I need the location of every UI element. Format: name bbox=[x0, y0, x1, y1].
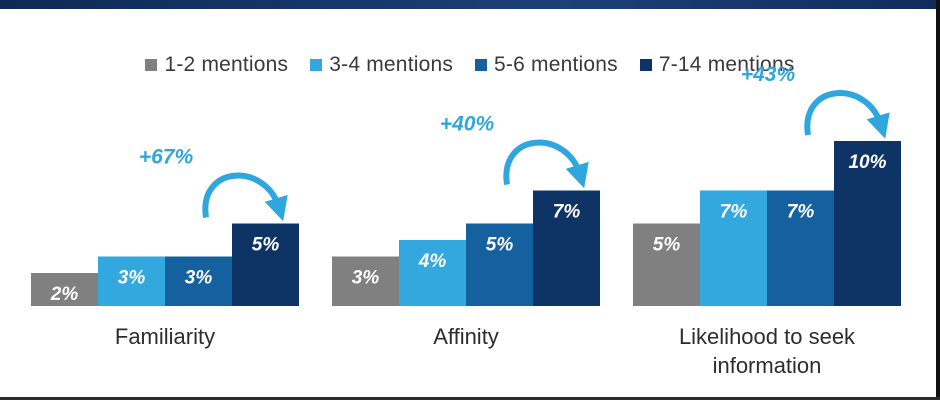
category-label: information bbox=[713, 353, 822, 378]
bar-value-label: 10% bbox=[848, 152, 886, 173]
top-banner-bar bbox=[0, 0, 940, 9]
bar-3-3 bbox=[767, 190, 834, 306]
bar-value-label: 3% bbox=[118, 268, 146, 289]
bar-value-label: 7% bbox=[787, 202, 815, 223]
bar-3-1 bbox=[633, 223, 700, 306]
legend-label: 1-2 mentions bbox=[164, 53, 289, 76]
increase-arrow bbox=[503, 139, 589, 189]
window-edge-bottom bbox=[0, 397, 940, 400]
bar-value-label: 2% bbox=[50, 284, 79, 305]
category-label: Likelihood to seek bbox=[679, 324, 856, 349]
legend-swatch bbox=[310, 59, 323, 71]
legend-label: 3-4 mentions bbox=[329, 53, 454, 76]
legend-item-2: 3-4 mentions bbox=[310, 53, 453, 77]
bar-value-label: 5% bbox=[653, 235, 681, 256]
increase-annotation: +40% bbox=[440, 113, 495, 136]
legend-label: 7-14 mentions bbox=[658, 53, 795, 76]
window-edge-right bbox=[936, 0, 940, 400]
bar-value-label: 4% bbox=[418, 251, 447, 272]
bar-3-2 bbox=[700, 190, 767, 306]
bar-value-label: 3% bbox=[185, 268, 213, 289]
increase-annotation: +67% bbox=[139, 146, 194, 169]
increase-arrow bbox=[804, 90, 890, 139]
increase-annotation: +43% bbox=[741, 63, 796, 86]
bar-3-4 bbox=[834, 141, 901, 306]
bar-1-4 bbox=[232, 223, 299, 306]
bar-value-label: 7% bbox=[720, 202, 748, 223]
bar-1-1 bbox=[31, 273, 98, 306]
legend-item-3: 5-6 mentions bbox=[475, 53, 618, 77]
bar-1-3 bbox=[165, 256, 232, 306]
bar-2-4 bbox=[533, 190, 600, 306]
bar-2-2 bbox=[399, 240, 466, 306]
increase-arrow bbox=[202, 172, 288, 222]
legend-swatch bbox=[475, 59, 488, 71]
chart-legend: 1-2 mentions 3-4 mentions 5-6 mentions 7-14… bbox=[0, 50, 940, 80]
legend-swatch bbox=[145, 59, 158, 71]
bar-2-1 bbox=[332, 256, 399, 306]
bar-value-label: 5% bbox=[486, 235, 514, 256]
bar-1-2 bbox=[98, 256, 165, 306]
category-label: Familiarity bbox=[115, 324, 215, 349]
legend-label: 5-6 mentions bbox=[494, 53, 618, 76]
bar-value-label: 5% bbox=[252, 235, 280, 256]
bar-value-label: 7% bbox=[553, 202, 581, 223]
bar-2-3 bbox=[466, 223, 533, 306]
legend-swatch bbox=[639, 59, 652, 71]
legend-item-1: 1-2 mentions bbox=[145, 53, 288, 77]
bar-value-label: 3% bbox=[352, 268, 380, 289]
category-label: Affinity bbox=[433, 324, 499, 349]
legend-item-4: 7-14 mentions bbox=[639, 53, 795, 77]
